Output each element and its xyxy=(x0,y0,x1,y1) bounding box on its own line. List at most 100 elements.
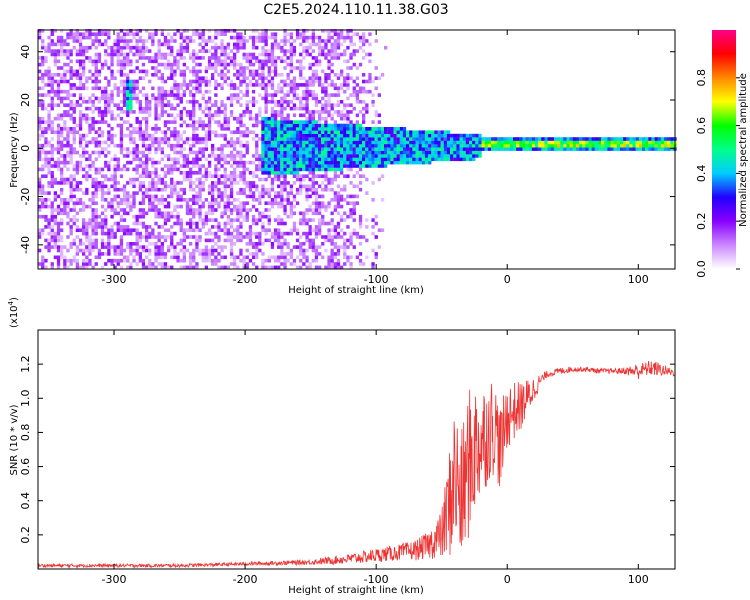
heatmap-cell xyxy=(198,204,202,209)
heatmap-cell xyxy=(220,157,224,162)
heatmap-cell xyxy=(295,130,300,134)
snr-x-axis-label: Height of straight line (km) xyxy=(288,585,424,596)
heatmap-cell xyxy=(207,164,212,168)
heatmap-cell xyxy=(506,140,510,145)
heatmap-cell xyxy=(204,252,208,256)
heatmap-cell xyxy=(211,130,215,134)
heatmap-cell xyxy=(47,45,51,50)
heatmap-cell xyxy=(258,177,262,182)
heatmap-cell xyxy=(491,140,495,145)
heatmap-cell xyxy=(157,96,161,101)
heatmap-cell xyxy=(362,140,366,145)
heatmap-cell xyxy=(182,49,186,53)
heatmap-cell xyxy=(78,140,83,145)
heatmap-cell xyxy=(195,225,199,229)
heatmap-cell xyxy=(185,174,190,178)
heatmap-cell xyxy=(333,120,337,124)
heatmap-cell xyxy=(346,113,350,118)
heatmap-cell xyxy=(340,245,344,249)
heatmap-cell xyxy=(277,150,281,155)
heatmap-cell xyxy=(469,147,473,151)
heatmap-cell xyxy=(148,143,152,148)
heatmap-cell xyxy=(352,157,356,162)
heatmap-cell xyxy=(245,242,249,246)
heatmap-cell xyxy=(179,45,183,50)
heatmap-cell xyxy=(72,140,76,145)
heatmap-cell xyxy=(163,228,168,232)
heatmap-cell xyxy=(626,137,630,141)
heatmap-cell xyxy=(270,93,275,97)
heatmap-cell xyxy=(289,150,293,155)
heatmap-cell xyxy=(173,184,177,189)
heatmap-cell xyxy=(122,228,127,232)
heatmap-cell xyxy=(173,231,177,236)
heatmap-cell xyxy=(406,130,410,134)
heatmap-cell xyxy=(192,120,196,124)
heatmap-cell xyxy=(295,228,300,232)
heatmap-cell xyxy=(116,164,120,168)
heatmap-cell xyxy=(553,137,558,141)
heatmap-cell xyxy=(38,137,42,141)
heatmap-cell xyxy=(78,248,83,253)
heatmap-cell xyxy=(352,93,356,97)
heatmap-cell xyxy=(60,100,64,104)
heatmap-cell xyxy=(494,140,498,145)
heatmap-cell xyxy=(226,127,230,131)
heatmap-cell xyxy=(91,103,95,107)
heatmap-cell xyxy=(390,157,394,162)
heatmap-cell xyxy=(349,255,353,260)
heatmap-cell xyxy=(195,201,199,205)
heatmap-cell xyxy=(182,252,186,256)
heatmap-cell xyxy=(377,164,381,168)
heatmap-cell xyxy=(248,160,253,165)
heatmap-cell xyxy=(201,79,205,84)
heatmap-cell xyxy=(100,133,105,138)
heatmap-cell xyxy=(299,242,303,246)
heatmap-cell xyxy=(154,150,158,155)
heatmap-cell xyxy=(207,258,212,263)
heatmap-cell xyxy=(261,86,265,91)
heatmap-cell xyxy=(434,157,438,162)
heatmap-cell xyxy=(273,39,278,43)
heatmap-cell xyxy=(63,255,67,260)
heatmap-cell xyxy=(283,157,287,162)
heatmap-cell xyxy=(327,66,331,70)
heatmap-cell xyxy=(236,231,240,236)
heatmap-cell xyxy=(50,106,54,111)
heatmap-cell xyxy=(173,191,177,195)
heatmap-cell xyxy=(324,86,328,91)
heatmap-cell xyxy=(44,164,48,168)
heatmap-cell xyxy=(226,177,230,182)
heatmap-cell xyxy=(280,113,284,118)
heatmap-cell xyxy=(330,42,334,47)
heatmap-cell xyxy=(44,157,48,162)
heatmap-cell xyxy=(289,137,293,141)
heatmap-cell xyxy=(340,127,344,131)
heatmap-cell xyxy=(280,150,284,155)
heatmap-cell xyxy=(255,83,259,87)
heatmap-cell xyxy=(233,242,237,246)
heatmap-cell xyxy=(572,140,577,145)
heatmap-cell xyxy=(336,147,341,151)
heatmap-cell xyxy=(226,45,230,50)
heatmap-cell xyxy=(226,221,230,226)
heatmap-cell xyxy=(251,154,256,158)
heatmap-cell xyxy=(327,147,331,151)
heatmap-cell xyxy=(94,39,98,43)
heatmap-cell xyxy=(60,218,64,222)
heatmap-cell xyxy=(223,133,227,138)
heatmap-cell xyxy=(245,133,249,138)
heatmap-cell xyxy=(211,218,215,222)
heatmap-cell xyxy=(138,255,142,260)
heatmap-cell xyxy=(343,59,347,64)
heatmap-cell xyxy=(623,140,627,145)
heatmap-cell xyxy=(66,89,70,94)
heatmap-cell xyxy=(66,198,70,202)
heatmap-cell xyxy=(368,79,372,84)
heatmap-cell xyxy=(69,66,73,70)
heatmap-cell xyxy=(220,110,224,114)
heatmap-cell xyxy=(201,147,205,151)
heatmap-cell xyxy=(270,52,275,57)
heatmap-cell xyxy=(465,140,470,145)
heatmap-cell xyxy=(60,49,64,53)
